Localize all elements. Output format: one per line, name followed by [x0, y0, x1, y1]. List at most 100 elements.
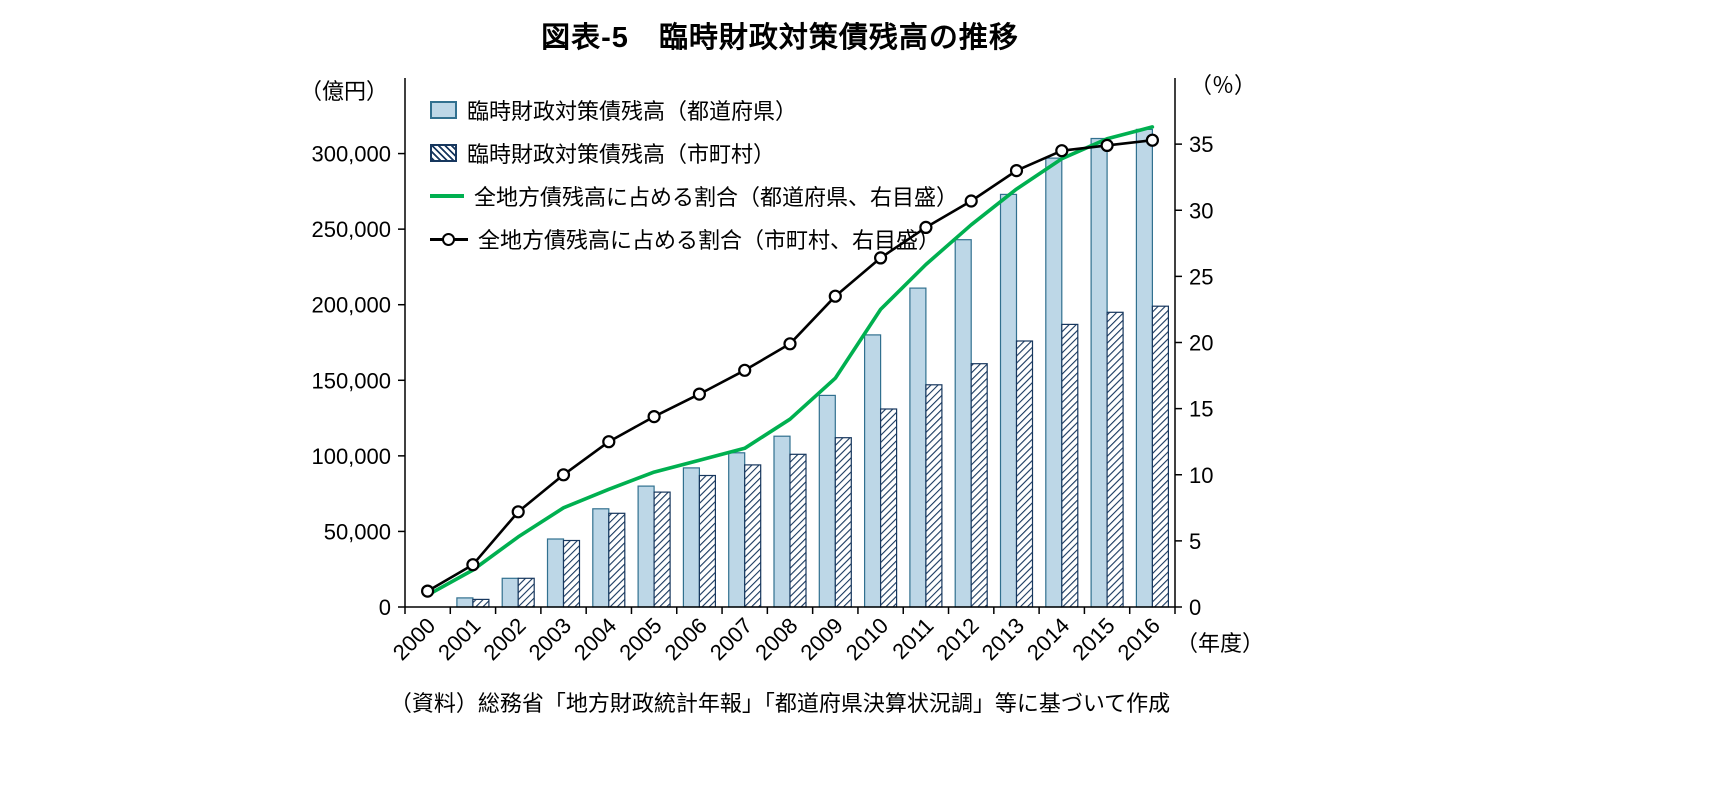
bar-prefecture	[728, 452, 746, 608]
bar-municipality	[562, 539, 581, 608]
bar-municipality	[744, 464, 762, 608]
left-axis-tick-label: 250,000	[311, 217, 391, 242]
bar-prefecture	[637, 485, 655, 608]
left-axis-tick-label: 150,000	[311, 368, 391, 393]
bar-prefecture	[773, 435, 791, 608]
line-marker	[828, 289, 842, 303]
black-line-marker-swatch-icon	[430, 230, 468, 248]
x-axis-category-label: 2000	[388, 613, 440, 665]
bar-municipality	[517, 577, 535, 608]
bar-municipality	[1106, 311, 1124, 608]
line-marker	[647, 410, 661, 424]
source-note: （資料）総務省「地方財政統計年報」「都道府県決算状況調」等に基づいて作成	[389, 691, 1171, 716]
left-axis-tick-label: 300,000	[311, 142, 391, 167]
bar-municipality	[834, 437, 852, 608]
bar-municipality	[698, 474, 717, 608]
bar-prefecture	[863, 334, 882, 608]
line-marker	[511, 505, 525, 519]
x-axis-category-label: 2001	[433, 613, 485, 665]
legend-item-municipality-ratio-line: 全地方債残高に占める割合（市町村、右目盛）	[430, 225, 958, 253]
right-axis-tick-label: 25	[1189, 264, 1213, 289]
x-axis-unit-label: （年度）	[1176, 631, 1265, 656]
x-axis-category-label: 2006	[660, 613, 712, 665]
right-axis-unit-label: （％）	[1190, 73, 1257, 98]
x-axis-category-label: 2008	[750, 613, 802, 665]
legend-label: 全地方債残高に占める割合（市町村、右目盛）	[478, 228, 941, 253]
line-marker	[1009, 164, 1024, 178]
legend-item-prefecture-bar: 臨時財政対策債残高（都道府県）	[430, 96, 958, 124]
line-marker	[964, 194, 978, 208]
bar-prefecture	[546, 538, 565, 608]
x-axis-category-label: 2007	[705, 613, 757, 665]
line-marker	[919, 220, 933, 234]
x-axis-category-label: 2003	[524, 613, 576, 665]
bars-layer	[456, 128, 1170, 608]
prefecture-ratio-line	[425, 125, 1155, 597]
prefecture-bar-swatch-icon	[430, 101, 457, 119]
line-marker	[556, 468, 571, 482]
bar-prefecture	[456, 597, 474, 608]
left-axis-tick-label: 200,000	[311, 293, 391, 318]
bar-prefecture	[501, 577, 519, 608]
right-axis-tick-label: 15	[1189, 397, 1213, 422]
line-marker	[873, 251, 888, 265]
right-axis-tick-label: 0	[1189, 595, 1201, 620]
left-axis-tick-label: 50,000	[324, 519, 391, 544]
bar-prefecture	[818, 394, 836, 608]
line-marker	[421, 584, 435, 598]
x-axis-category-label: 2010	[841, 613, 893, 665]
left-axis-tick-label: 100,000	[311, 444, 391, 469]
line-marker	[783, 337, 797, 351]
bar-municipality	[653, 491, 671, 608]
bar-prefecture	[999, 193, 1018, 608]
x-axis-category-label: 2009	[796, 613, 848, 665]
chart-legend: 臨時財政対策債残高（都道府県） 臨時財政対策債残高（市町村） 全地方債残高に占め…	[430, 96, 958, 268]
x-axis-category-label: 2002	[478, 613, 530, 665]
line-marker	[1055, 144, 1069, 158]
right-axis-tick-label: 20	[1189, 331, 1213, 356]
legend-item-prefecture-ratio-line: 全地方債残高に占める割合（都道府県、右目盛）	[430, 182, 958, 210]
bar-municipality	[1015, 340, 1034, 608]
legend-label: 全地方債残高に占める割合（都道府県、右目盛）	[474, 185, 959, 210]
legend-label: 臨時財政対策債残高（市町村）	[467, 142, 776, 167]
right-axis-tick-label: 5	[1189, 529, 1201, 554]
left-axis-tick-label: 0	[379, 595, 391, 620]
x-axis-category-label: 2011	[887, 613, 938, 664]
bar-municipality	[789, 453, 807, 608]
bar-prefecture	[592, 508, 610, 608]
lines-layer	[421, 125, 1160, 598]
bar-municipality	[879, 408, 898, 608]
line-marker	[1145, 133, 1160, 147]
line-marker	[602, 435, 616, 449]
bar-municipality	[608, 512, 626, 608]
right-axis-tick-label: 10	[1189, 463, 1213, 488]
bar-municipality	[1061, 323, 1079, 608]
bar-prefecture	[1090, 137, 1108, 608]
x-axis-category-label: 2016	[1113, 613, 1165, 665]
line-marker	[692, 387, 707, 401]
x-axis-category-label: 2012	[931, 613, 983, 665]
x-axis-category-label: 2014	[1022, 613, 1074, 665]
green-line-swatch-icon	[430, 194, 464, 198]
x-axis-category-label: 2005	[614, 613, 666, 665]
legend-label: 臨時財政対策債残高（都道府県）	[467, 99, 798, 124]
bar-municipality	[970, 363, 988, 608]
bar-prefecture	[1135, 128, 1154, 608]
line-marker	[738, 363, 752, 377]
bar-prefecture	[909, 287, 927, 608]
bar-municipality	[925, 384, 943, 608]
bar-prefecture	[682, 467, 701, 608]
chart-title: 図表-5 臨時財政対策債残高の推移	[541, 22, 1019, 54]
left-axis-unit-label: （億円）	[300, 79, 389, 104]
x-axis-category-label: 2015	[1067, 613, 1119, 665]
right-axis-tick-label: 35	[1189, 132, 1213, 157]
x-axis-category-label: 2013	[977, 613, 1029, 665]
bar-prefecture	[1045, 157, 1063, 608]
bar-municipality	[1151, 305, 1170, 608]
x-axis-category-label: 2004	[569, 613, 621, 665]
line-marker	[466, 558, 480, 572]
bar-municipality	[472, 598, 490, 608]
bar-prefecture	[954, 239, 972, 608]
